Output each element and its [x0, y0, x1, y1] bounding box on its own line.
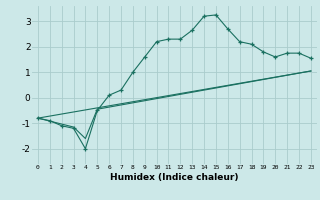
X-axis label: Humidex (Indice chaleur): Humidex (Indice chaleur) [110, 173, 239, 182]
